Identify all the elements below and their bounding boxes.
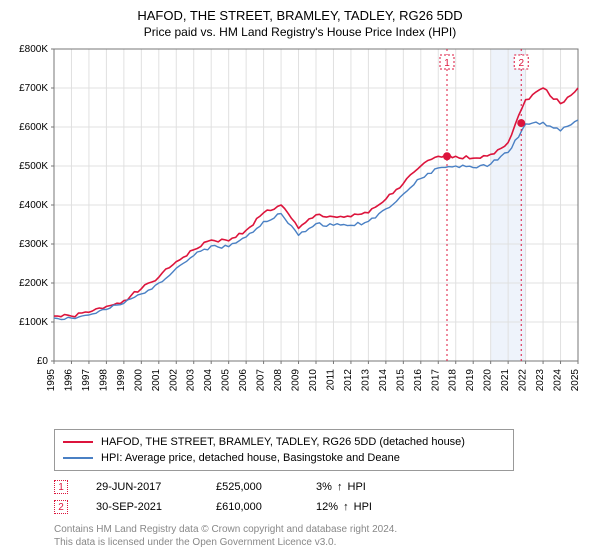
svg-text:2004: 2004 (203, 369, 214, 392)
transaction-table: 1 29-JUN-2017£525,0003% ↑ HPI 2 30-SEP-2021… (54, 477, 590, 517)
footer-line: This data is licensed under the Open Gov… (54, 536, 590, 549)
svg-text:2009: 2009 (291, 369, 302, 392)
svg-text:2007: 2007 (256, 369, 267, 392)
transaction-pct: 12% ↑ HPI (316, 501, 406, 513)
transaction-marker: 1 (54, 480, 68, 494)
transaction-price: £610,000 (216, 501, 316, 513)
transaction-pct: 3% ↑ HPI (316, 481, 406, 493)
svg-text:2023: 2023 (535, 369, 546, 392)
svg-text:1995: 1995 (46, 369, 57, 392)
svg-text:2000: 2000 (133, 369, 144, 392)
svg-text:£500K: £500K (19, 161, 48, 172)
svg-text:2015: 2015 (395, 369, 406, 392)
line-chart: £0 £100K £200K £300K £400K £500K £600K £700K £80… (10, 45, 590, 425)
svg-text:£400K: £400K (19, 200, 48, 211)
legend-swatch (63, 457, 93, 459)
svg-text:2014: 2014 (378, 369, 389, 392)
chart-subtitle: Price paid vs. HM Land Registry's House … (10, 25, 590, 39)
svg-text:2019: 2019 (465, 369, 476, 392)
svg-text:2018: 2018 (448, 369, 459, 392)
transaction-marker: 2 (54, 500, 68, 514)
svg-text:2006: 2006 (238, 369, 249, 392)
footer-line: Contains HM Land Registry data © Crown c… (54, 523, 590, 536)
transaction-date: 29-JUN-2017 (96, 481, 216, 493)
arrow-up-icon: ↑ (337, 481, 343, 493)
transaction-price: £525,000 (216, 481, 316, 493)
arrow-up-icon: ↑ (343, 501, 349, 513)
svg-text:1998: 1998 (98, 369, 109, 392)
svg-text:2008: 2008 (273, 369, 284, 392)
svg-text:£300K: £300K (19, 239, 48, 250)
legend-item: HAFOD, THE STREET, BRAMLEY, TADLEY, RG26… (63, 434, 505, 450)
svg-text:2020: 2020 (483, 369, 494, 392)
legend-label: HPI: Average price, detached house, Basi… (101, 450, 400, 466)
svg-text:2025: 2025 (570, 369, 581, 392)
chart-area: £0 £100K £200K £300K £400K £500K £600K £700K £80… (10, 45, 590, 425)
svg-text:2021: 2021 (500, 369, 511, 392)
svg-text:1999: 1999 (116, 369, 127, 392)
svg-text:£600K: £600K (19, 122, 48, 133)
chart-title: HAFOD, THE STREET, BRAMLEY, TADLEY, RG26… (10, 8, 590, 23)
svg-text:£200K: £200K (19, 278, 48, 289)
svg-text:£0: £0 (37, 356, 49, 367)
svg-text:2012: 2012 (343, 369, 354, 392)
svg-text:1997: 1997 (81, 369, 92, 392)
svg-text:2017: 2017 (430, 369, 441, 392)
transaction-row: 2 30-SEP-2021£610,00012% ↑ HPI (54, 497, 590, 517)
svg-text:2: 2 (518, 58, 524, 69)
svg-text:2022: 2022 (518, 369, 529, 392)
svg-text:2013: 2013 (360, 369, 371, 392)
svg-text:2024: 2024 (553, 369, 564, 392)
legend: HAFOD, THE STREET, BRAMLEY, TADLEY, RG26… (54, 429, 514, 471)
svg-text:2011: 2011 (325, 369, 336, 391)
svg-text:£800K: £800K (19, 45, 48, 55)
svg-text:2005: 2005 (221, 369, 232, 392)
svg-text:2003: 2003 (186, 369, 197, 392)
legend-swatch (63, 441, 93, 443)
svg-text:2010: 2010 (308, 369, 319, 392)
svg-text:£700K: £700K (19, 83, 48, 94)
transaction-row: 1 29-JUN-2017£525,0003% ↑ HPI (54, 477, 590, 497)
legend-item: HPI: Average price, detached house, Basi… (63, 450, 505, 466)
transaction-date: 30-SEP-2021 (96, 501, 216, 513)
svg-text:2001: 2001 (151, 369, 162, 392)
svg-text:£100K: £100K (19, 317, 48, 328)
svg-text:1996: 1996 (63, 369, 74, 392)
svg-text:2016: 2016 (413, 369, 424, 392)
svg-text:1: 1 (444, 58, 450, 69)
svg-text:2002: 2002 (168, 369, 179, 392)
legend-label: HAFOD, THE STREET, BRAMLEY, TADLEY, RG26… (101, 434, 465, 450)
footer-attribution: Contains HM Land Registry data © Crown c… (54, 523, 590, 549)
